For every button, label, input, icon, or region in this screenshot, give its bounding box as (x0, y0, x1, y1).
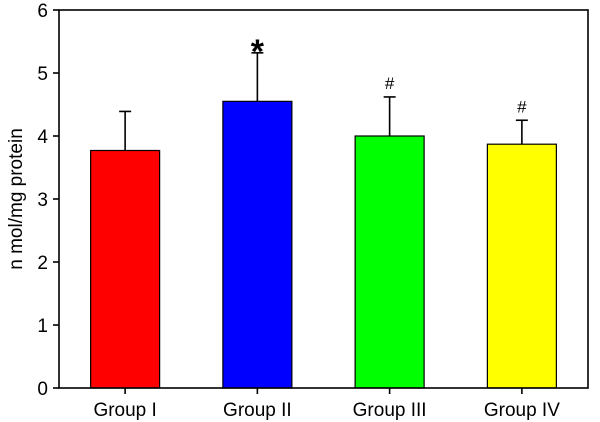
significance-hash: # (385, 74, 395, 93)
x-tick-label: Group III (353, 400, 427, 421)
x-axis-ticks: Group I Group II Group III Group IV (93, 388, 560, 421)
bar-group-iii (354, 135, 425, 389)
x-tick-label: Group IV (484, 400, 560, 421)
bars-group (90, 100, 557, 389)
plot-frame (58, 9, 589, 389)
y-tick-label: 1 (37, 316, 48, 337)
y-tick-label: 5 (37, 64, 48, 85)
y-tick-label: 3 (37, 190, 48, 211)
significance-star: * (251, 33, 265, 71)
bar-group-i (90, 149, 161, 389)
y-axis-label: n mol/mg protein (6, 128, 27, 270)
y-tick-label: 6 (37, 1, 48, 22)
x-tick-label: Group II (223, 400, 292, 421)
error-bars-group (119, 52, 528, 151)
y-tick-label: 0 (37, 379, 48, 400)
x-tick-label: Group I (93, 400, 156, 421)
annotations-group: * # # (251, 33, 527, 116)
y-axis-ticks: 0 1 2 3 4 5 6 (37, 1, 59, 400)
y-tick-label: 4 (37, 127, 48, 148)
bar-group-ii (222, 100, 293, 389)
y-tick-label: 2 (37, 253, 48, 274)
significance-hash: # (517, 97, 527, 116)
bar-group-iv (486, 143, 557, 389)
